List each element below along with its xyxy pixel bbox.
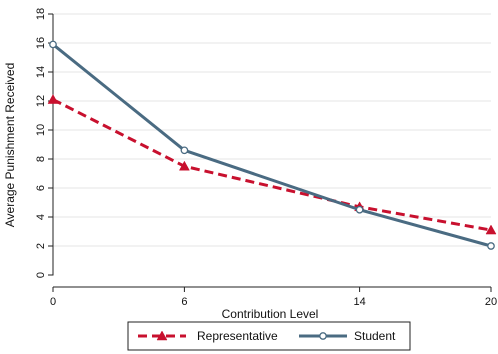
x-axis-label: Contribution Level [222,307,319,321]
legend: Representative Student [127,321,411,351]
data-point [487,242,495,250]
x-tick-label: 6 [181,296,187,308]
data-point [180,146,189,155]
data-point [47,94,59,104]
x-tick-label: 14 [353,296,365,308]
series-student [49,40,495,250]
data-point [355,205,364,214]
y-tick-label: 4 [35,214,47,220]
x-tick-label: 0 [50,296,56,308]
y-tick-label: 0 [35,272,47,278]
y-tick-label: 10 [35,124,47,136]
y-tick-label: 8 [35,156,47,162]
legend-marker [156,330,168,341]
y-tick-label: 6 [35,185,47,191]
series-line-student [52,43,492,248]
y-tick-label: 2 [35,243,47,249]
series-representative [47,94,497,235]
y-tick-label: 16 [35,37,47,49]
data-point [178,160,190,171]
y-axis-label: Average Punishment Received [3,63,17,228]
y-tick-label: 14 [35,66,47,78]
legend-label: Representative [197,329,278,343]
data-point [49,40,57,49]
y-axis-ticks: 0 2 4 6 8 10 12 14 16 18 [35,8,53,278]
x-tick-label: 20 [485,296,497,308]
legend-label: Student [354,329,396,343]
data-point [485,224,497,235]
legend-marker [319,332,327,340]
axes [52,14,491,288]
x-axis-ticks: 0 6 14 20 [50,287,497,308]
gridlines [53,13,491,247]
y-tick-label: 18 [35,8,47,20]
series-line-representative [52,98,492,232]
series-layer [47,40,497,250]
y-tick-label: 12 [35,95,47,107]
